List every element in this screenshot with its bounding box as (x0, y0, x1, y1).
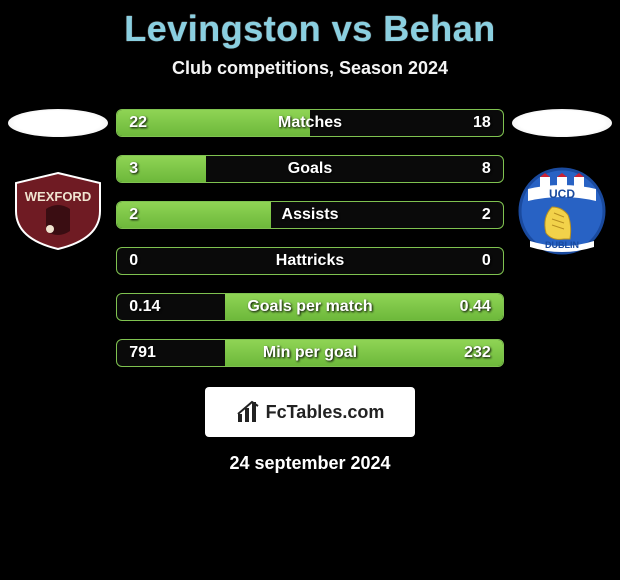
page-title: Levingston vs Behan (124, 8, 496, 50)
main-row: WEXFORD 2218Matches38Goals22Assists00Hat… (0, 109, 620, 367)
value-right: 0.44 (460, 298, 491, 316)
stat-label: Matches (278, 114, 342, 132)
brand-text: FcTables.com (266, 402, 385, 423)
brand-logo: FcTables.com (205, 387, 415, 437)
shield-icon: WEXFORD (8, 171, 108, 251)
svg-text:DUBLIN: DUBLIN (545, 240, 579, 250)
stat-row: 22 18 Matches (116, 109, 504, 137)
svg-text:WEXFORD: WEXFORD (25, 189, 91, 204)
right-marker (512, 109, 612, 137)
date-text: 24 september 2024 (229, 453, 390, 474)
value-right: 232 (464, 344, 491, 362)
stat-row: 791 232 Min per goal (116, 339, 504, 367)
value-left: 791 (129, 344, 156, 362)
svg-text:UCD: UCD (549, 187, 575, 201)
stat-row: 0 0 Hattricks (116, 247, 504, 275)
left-crest: WEXFORD (8, 171, 108, 251)
value-left: 22 (129, 114, 147, 132)
stat-label: Assists (282, 206, 339, 224)
left-side: WEXFORD (0, 109, 116, 251)
chart-icon (236, 400, 260, 424)
value-right: 2 (482, 206, 491, 224)
right-side: UCD DUBLIN (504, 109, 620, 251)
stat-label: Goals (288, 160, 332, 178)
value-left: 0 (129, 252, 138, 270)
left-marker (8, 109, 108, 137)
right-crest: UCD DUBLIN (512, 171, 612, 251)
bar-fill-left (117, 202, 271, 228)
stat-bars: 2218Matches38Goals22Assists00Hattricks0.… (116, 109, 504, 367)
value-right: 18 (473, 114, 491, 132)
stat-row: 3 8 Goals (116, 155, 504, 183)
badge-icon: UCD DUBLIN (512, 167, 612, 255)
page-subtitle: Club competitions, Season 2024 (172, 58, 448, 79)
stat-label: Hattricks (276, 252, 344, 270)
stat-row: 0.14 0.44 Goals per match (116, 293, 504, 321)
value-left: 3 (129, 160, 138, 178)
value-left: 0.14 (129, 298, 160, 316)
value-left: 2 (129, 206, 138, 224)
value-right: 8 (482, 160, 491, 178)
comparison-card: Levingston vs Behan Club competitions, S… (0, 0, 620, 474)
stat-label: Min per goal (263, 344, 357, 362)
value-right: 0 (482, 252, 491, 270)
stat-row: 2 2 Assists (116, 201, 504, 229)
stat-label: Goals per match (247, 298, 372, 316)
